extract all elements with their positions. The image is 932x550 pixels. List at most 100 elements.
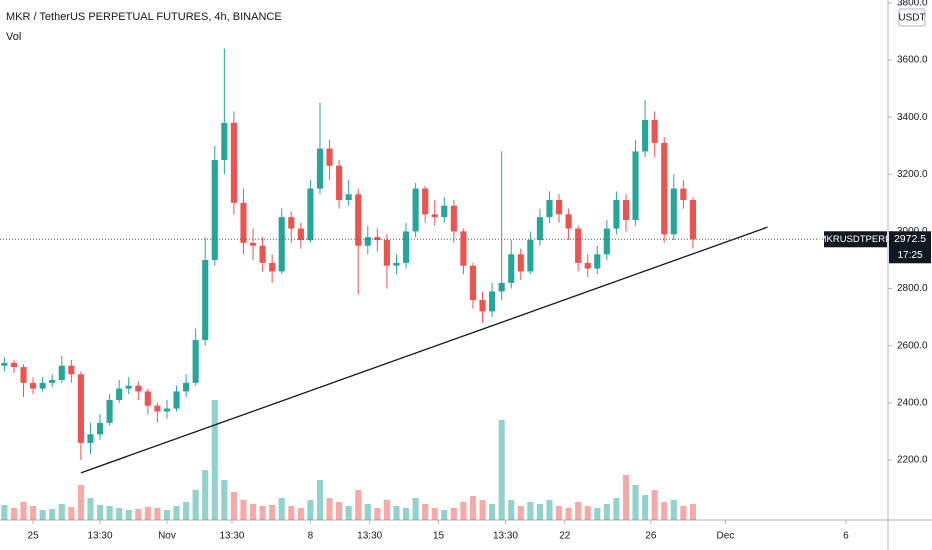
candle-body — [116, 388, 123, 400]
candle-body — [613, 200, 620, 229]
x-tick-label: 13:30 — [357, 531, 382, 542]
volume-bar — [297, 508, 304, 520]
candle-body — [412, 188, 419, 232]
candle-body — [670, 188, 677, 235]
volume-label: Vol — [6, 31, 21, 43]
volume-bar — [508, 500, 515, 520]
candle-body — [278, 217, 285, 272]
currency-box[interactable] — [898, 8, 926, 27]
candle-body — [689, 200, 696, 240]
x-tick-label: 8 — [308, 531, 314, 542]
candle-body — [154, 405, 161, 412]
candle-body — [173, 391, 180, 409]
candle-body — [211, 160, 218, 260]
volume-bar — [489, 504, 496, 520]
candle-body — [622, 200, 630, 220]
candle-body — [316, 148, 324, 189]
candle-body — [307, 188, 314, 240]
volume-bar — [211, 400, 218, 520]
candle-body — [527, 240, 534, 272]
volume-bar — [431, 508, 438, 520]
volume-bar — [613, 498, 620, 520]
volume-bar — [622, 475, 630, 520]
volume-bar — [450, 508, 457, 520]
volume-bar — [546, 500, 553, 520]
candle-body — [603, 228, 610, 255]
y-tick-label: 2600.0 — [897, 340, 928, 351]
currency[interactable]: USDT — [898, 13, 925, 24]
candle-body — [498, 282, 505, 292]
volume-bar — [10, 508, 18, 520]
candle-body — [144, 391, 151, 406]
candle-body — [422, 188, 429, 215]
volume-bar — [87, 498, 94, 520]
volume-bar — [144, 507, 151, 520]
candle-body — [555, 200, 563, 215]
candle-body — [383, 240, 390, 266]
candle-body — [192, 340, 199, 383]
candle-body — [508, 254, 515, 283]
candle-body — [221, 122, 228, 160]
candle-body — [39, 382, 46, 389]
x-tick-label: 25 — [28, 531, 40, 542]
volume-bar — [77, 485, 84, 520]
volume-bar — [603, 504, 610, 520]
volume-bar — [221, 480, 228, 520]
candle-body — [364, 237, 371, 246]
volume-bar — [30, 506, 37, 520]
volume-bar — [412, 498, 419, 520]
volume-bar — [632, 485, 639, 520]
y-tick-label: 3200.0 — [897, 169, 928, 180]
volume-bar — [689, 504, 696, 520]
volume-bar — [39, 510, 46, 520]
candle-body — [355, 194, 362, 246]
last-price: 2972.5 — [894, 233, 926, 245]
x-tick-label: 15 — [433, 531, 445, 542]
volume-bar — [163, 510, 171, 520]
volume-bar — [575, 502, 582, 520]
volume-bar — [345, 506, 352, 520]
volume-bar — [661, 502, 668, 520]
candle-body — [96, 422, 104, 435]
volume-bar — [393, 506, 400, 520]
x-tick-label: 26 — [645, 531, 657, 542]
volume-bar — [479, 500, 486, 520]
trendline — [80, 226, 768, 474]
candle-body — [288, 217, 295, 229]
x-tick-label: Dec — [717, 531, 735, 542]
candle-body — [336, 165, 343, 200]
volume-bar — [364, 504, 371, 520]
volume-bar — [58, 504, 65, 520]
candle-body — [393, 262, 400, 266]
volume-bar — [336, 502, 343, 520]
x-tick-label: 13:30 — [219, 531, 244, 542]
candle-body — [68, 365, 75, 375]
volume-bar — [230, 492, 237, 520]
volume-bar — [441, 510, 448, 520]
candle-body — [441, 205, 448, 218]
volume-bar — [326, 498, 333, 520]
candle-body — [326, 148, 333, 166]
volume-bar — [536, 504, 543, 520]
volume-bar — [1, 505, 8, 520]
volume-bar — [288, 506, 295, 520]
y-tick-label: 3600.0 — [897, 55, 928, 66]
candle-body — [163, 408, 171, 412]
candle-body — [125, 385, 132, 389]
volume-bar — [402, 508, 410, 520]
candle-body — [10, 362, 18, 368]
volume-bar — [125, 510, 132, 520]
candle-body — [202, 260, 209, 340]
volume-bar — [680, 506, 687, 520]
candle-body — [249, 242, 257, 246]
volume-bar — [259, 506, 266, 520]
volume-bar — [651, 490, 658, 520]
volume-bar — [383, 500, 390, 520]
volume-bar — [240, 500, 247, 520]
candle-body — [297, 228, 304, 240]
candle-body — [374, 237, 381, 240]
volume-bar — [565, 508, 572, 520]
candle-body — [345, 194, 352, 200]
candle-body — [517, 254, 524, 272]
